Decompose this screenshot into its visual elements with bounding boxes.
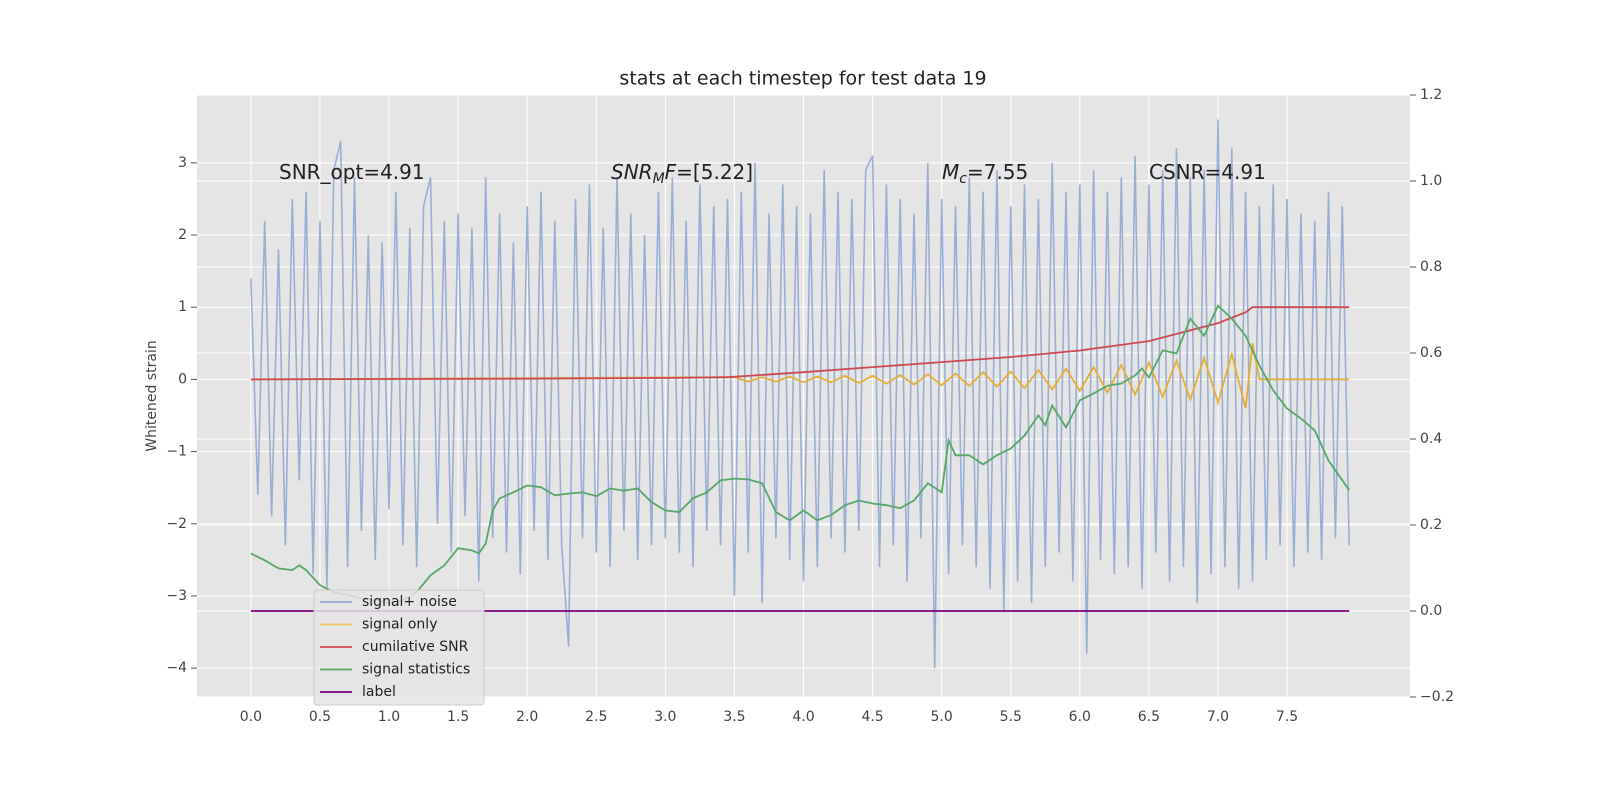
x-tick-label: 4.0 <box>792 709 814 725</box>
x-tick-label: 4.5 <box>861 709 883 725</box>
y-tick-label: 2 <box>178 227 187 243</box>
y2-tick-label: 1.0 <box>1420 173 1442 189</box>
series-line <box>250 343 1350 409</box>
legend-label: cumilative SNR <box>362 639 469 655</box>
legend-label: signal+ noise <box>362 594 457 610</box>
y-axis-label: Whitened strain <box>144 340 160 451</box>
x-tick-label: 0.0 <box>240 709 262 725</box>
y-tick-label: 1 <box>178 299 187 315</box>
x-tick-label: 5.5 <box>1000 709 1022 725</box>
legend-box <box>313 589 485 706</box>
y-tick-label: −1 <box>166 444 187 460</box>
annotation: SNRMF=[5.22] <box>611 160 753 188</box>
x-tick-label: 3.0 <box>654 709 676 725</box>
series-line <box>250 306 1350 381</box>
annotation-part: c <box>959 171 967 187</box>
x-tick-label: 2.5 <box>585 709 607 725</box>
y-tick-label: 3 <box>178 155 187 171</box>
y2-tick-label: 0.8 <box>1420 259 1442 275</box>
y-tick-label: 0 <box>178 371 187 387</box>
x-tick-label: 5.0 <box>931 709 953 725</box>
annotation-part: =7.55 <box>967 160 1028 184</box>
x-tick-label: 6.0 <box>1069 709 1091 725</box>
legend-label: label <box>362 684 396 700</box>
annotation-part: =[5.22] <box>676 160 753 184</box>
annotation-part: SNR <box>611 160 653 184</box>
x-tick-label: 3.5 <box>723 709 745 725</box>
y2-tick-label: 0.0 <box>1420 603 1442 619</box>
y-tick-label: −2 <box>166 516 187 532</box>
x-tick-label: 6.5 <box>1138 709 1160 725</box>
y2-tick-label: 0.2 <box>1420 517 1442 533</box>
legend-label: signal only <box>362 617 437 633</box>
x-tick-label: 0.5 <box>309 709 331 725</box>
annotation-part: CSNR=4.91 <box>1149 160 1266 184</box>
annotation: SNR_opt=4.91 <box>279 160 425 184</box>
annotation-part: SNR_opt=4.91 <box>279 160 425 184</box>
annotation-part: M <box>653 171 665 187</box>
annotation-part: M <box>942 160 959 184</box>
y2-tick-label: 0.4 <box>1420 431 1442 447</box>
y2-tick-label: 0.6 <box>1420 345 1442 361</box>
x-tick-label: 1.5 <box>447 709 469 725</box>
x-tick-label: 7.5 <box>1276 709 1298 725</box>
annotation: CSNR=4.91 <box>1149 160 1266 184</box>
y-tick-label: −4 <box>166 660 187 676</box>
legend-label: signal statistics <box>362 662 470 678</box>
chart-title: stats at each timestep for test data 19 <box>619 68 986 90</box>
y2-tick-label: 1.2 <box>1420 87 1442 103</box>
annotation: Mc=7.55 <box>942 160 1028 188</box>
series-line <box>250 304 1350 605</box>
x-tick-label: 2.0 <box>516 709 538 725</box>
y-tick-label: −3 <box>166 588 187 604</box>
x-tick-label: 1.0 <box>378 709 400 725</box>
annotation-part: F <box>665 160 677 184</box>
series-line <box>250 119 1350 669</box>
x-tick-label: 7.0 <box>1207 709 1229 725</box>
y2-tick-label: −0.2 <box>1420 689 1454 705</box>
